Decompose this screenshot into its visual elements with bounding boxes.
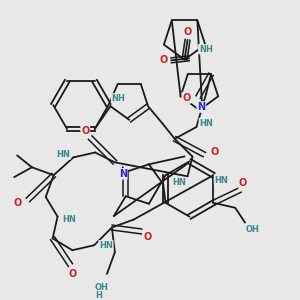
Text: O: O [159,55,167,65]
Text: HN: HN [200,118,213,127]
Text: OH: OH [246,225,260,234]
Text: HN: HN [173,178,187,187]
Text: OH: OH [95,283,109,292]
Text: HN: HN [62,215,76,224]
Text: HN: HN [57,150,70,159]
Text: O: O [14,198,22,208]
Text: O: O [68,269,76,279]
Text: NH: NH [199,45,213,54]
Text: O: O [239,178,247,188]
Text: HN: HN [214,176,228,184]
Text: O: O [183,27,192,37]
Text: H: H [96,291,103,300]
Text: N: N [119,169,127,179]
Text: O: O [182,93,190,103]
Text: N: N [197,102,206,112]
Text: O: O [143,232,152,242]
Text: O: O [210,147,218,157]
Text: O: O [81,126,89,136]
Text: HN: HN [99,241,113,250]
Text: NH: NH [111,94,125,103]
